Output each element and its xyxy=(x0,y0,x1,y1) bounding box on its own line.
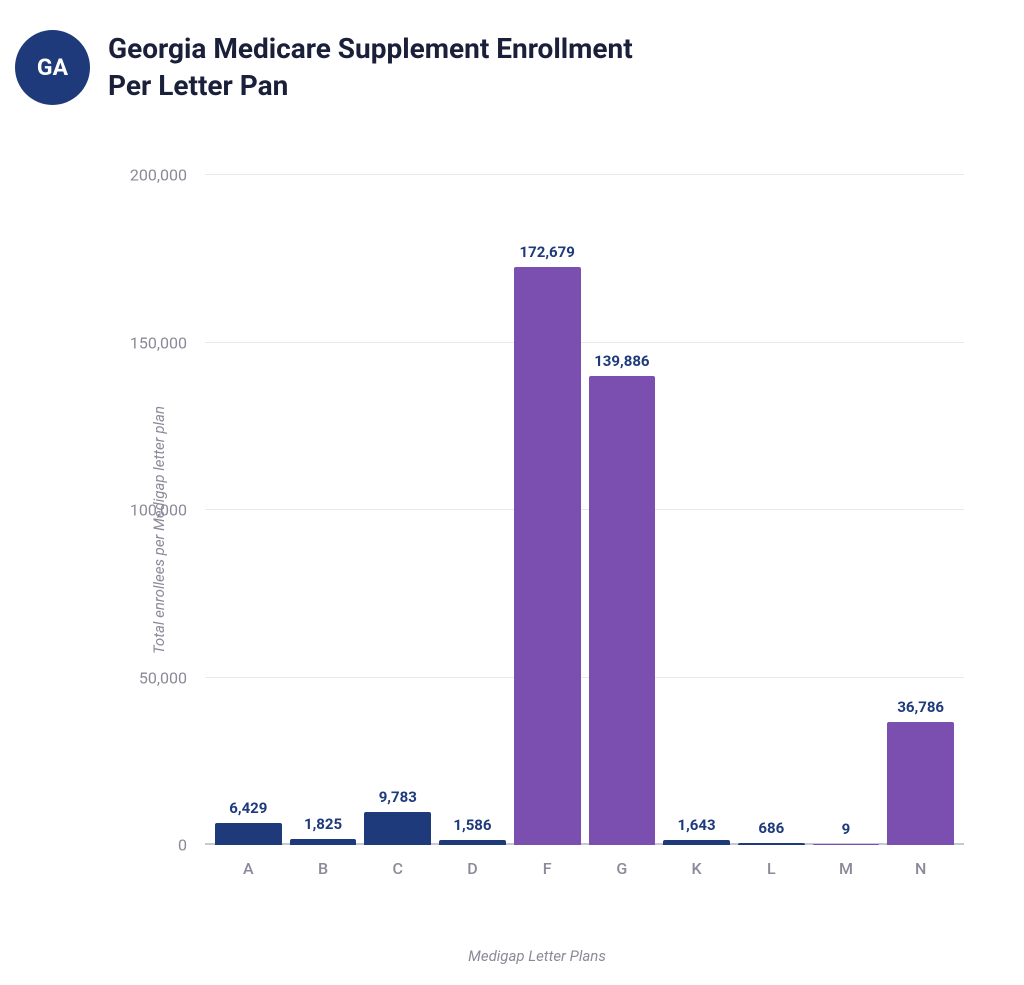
y-tick-label: 150,000 xyxy=(130,333,187,352)
bar-value-label: 172,679 xyxy=(520,243,575,261)
x-tick-label: G xyxy=(616,859,627,878)
bar-value-label: 1,825 xyxy=(304,815,342,833)
x-tick-label: D xyxy=(467,859,477,878)
bar-group: 36,786N xyxy=(887,175,954,845)
bar-group: 172,679F xyxy=(514,175,581,845)
x-tick-label: A xyxy=(243,859,254,878)
bar-value-label: 139,886 xyxy=(594,352,649,370)
x-tick-label: C xyxy=(393,859,403,878)
chart-container: Total enrollees per Medigap letter plan … xyxy=(110,155,964,905)
y-tick-label: 100,000 xyxy=(130,501,187,520)
title-line-1: Georgia Medicare Supplement Enrollment xyxy=(108,32,633,65)
bar xyxy=(738,843,805,845)
plot-area: 050,000100,000150,000200,000 6,429A1,825… xyxy=(205,175,964,845)
bar-value-label: 6,429 xyxy=(229,799,267,817)
y-tick-label: 50,000 xyxy=(139,668,187,687)
bar-group: 139,886G xyxy=(589,175,656,845)
bars-container: 6,429A1,825B9,783C1,586D172,679F139,886G… xyxy=(205,175,964,845)
bar xyxy=(215,823,282,845)
x-tick-label: B xyxy=(318,859,328,878)
bar xyxy=(887,722,954,845)
bar-group: 6,429A xyxy=(215,175,282,845)
bar-value-label: 1,643 xyxy=(678,816,716,834)
x-tick-label: N xyxy=(915,859,926,878)
state-badge: GA xyxy=(15,30,90,105)
x-axis-label: Medigap Letter Plans xyxy=(468,947,606,965)
x-tick-label: F xyxy=(543,859,552,878)
y-axis-label: Total enrollees per Medigap letter plan xyxy=(150,406,168,654)
bar-value-label: 1,586 xyxy=(453,816,491,834)
bar xyxy=(364,812,431,845)
x-tick-label: L xyxy=(767,859,776,878)
bar-group: 1,643K xyxy=(663,175,730,845)
bar xyxy=(663,840,730,846)
bar-value-label: 9,783 xyxy=(379,788,417,806)
y-tick-label: 0 xyxy=(178,836,187,855)
bar xyxy=(813,844,880,845)
bar-group: 1,825B xyxy=(290,175,357,845)
x-tick-label: K xyxy=(692,859,702,878)
x-tick-label: M xyxy=(839,859,853,878)
y-tick-label: 200,000 xyxy=(130,166,187,185)
chart-header: GA Georgia Medicare Supplement Enrollmen… xyxy=(0,0,1024,125)
bar xyxy=(439,840,506,845)
bar-value-label: 9 xyxy=(842,820,851,838)
title-line-2: Per Letter Pan xyxy=(108,69,288,102)
bar xyxy=(589,376,656,845)
bar-group: 686L xyxy=(738,175,805,845)
bar-value-label: 686 xyxy=(758,819,784,837)
bar xyxy=(514,267,581,845)
chart-title: Georgia Medicare Supplement Enrollment P… xyxy=(108,31,633,104)
bar xyxy=(290,839,357,845)
badge-text: GA xyxy=(37,54,68,81)
bar-value-label: 36,786 xyxy=(897,698,944,716)
bar-group: 9,783C xyxy=(364,175,431,845)
bar-group: 9M xyxy=(813,175,880,845)
bar-group: 1,586D xyxy=(439,175,506,845)
